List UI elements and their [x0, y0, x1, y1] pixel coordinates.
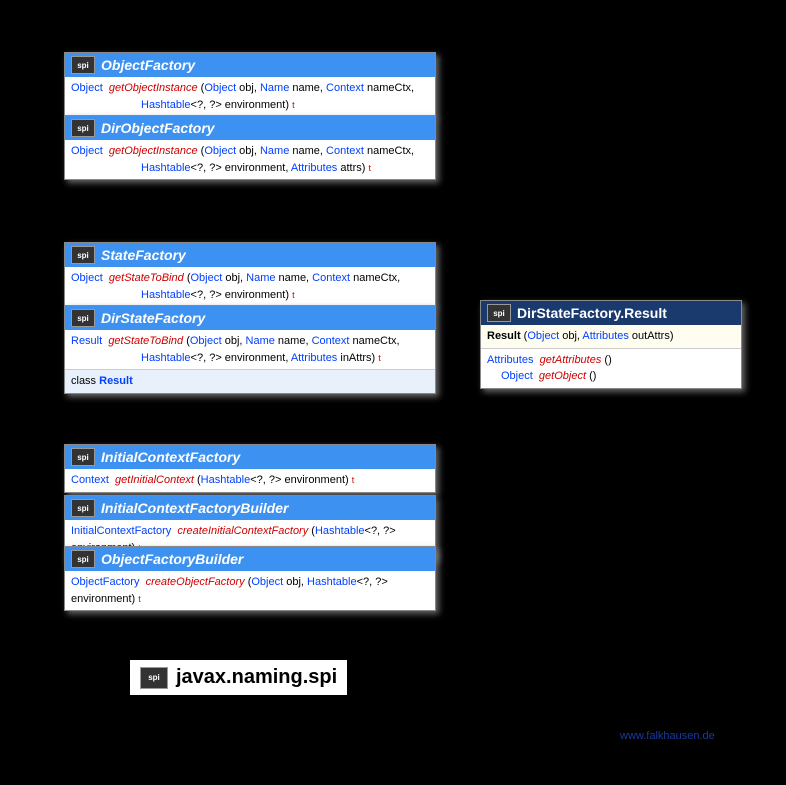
- methods-body: Attributes getAttributes () Object getOb…: [481, 348, 741, 388]
- class-title: ObjectFactory: [101, 57, 195, 73]
- params: (): [589, 370, 596, 382]
- class-objectfactory: ObjectFactory Object getObjectInstance (…: [64, 52, 436, 117]
- class-dirstatefactory-result: DirStateFactory.Result Result (Object ob…: [480, 300, 742, 389]
- spi-icon: [487, 304, 511, 322]
- spi-icon: [71, 448, 95, 466]
- params-line2: Hashtable<?, ?> environment, Attributes …: [141, 162, 371, 174]
- spi-icon: [71, 499, 95, 517]
- inner-class-text: class Result: [71, 375, 133, 387]
- spi-icon: [71, 56, 95, 74]
- class-body: Result getStateToBind (Object obj, Name …: [65, 330, 435, 369]
- class-header: DirStateFactory: [65, 306, 435, 330]
- class-dirstatefactory: DirStateFactory Result getStateToBind (O…: [64, 305, 436, 394]
- return-type: ObjectFactory: [71, 576, 139, 588]
- class-title: DirStateFactory.Result: [517, 305, 667, 321]
- method-name: getAttributes: [540, 354, 602, 366]
- spi-icon: [71, 550, 95, 568]
- return-type: Object: [71, 82, 103, 94]
- class-body: Context getInitialContext (Hashtable<?, …: [65, 469, 435, 492]
- return-type: Object: [71, 145, 103, 157]
- method-name: createInitialContextFactory: [177, 525, 308, 537]
- class-dirobjectfactory: DirObjectFactory Object getObjectInstanc…: [64, 115, 436, 180]
- return-type: Result: [71, 335, 102, 347]
- class-header: DirObjectFactory: [65, 116, 435, 140]
- params: (Hashtable<?, ?> environment) t: [197, 474, 354, 486]
- class-body: Object getObjectInstance (Object obj, Na…: [65, 77, 435, 116]
- class-objectfactorybuilder: ObjectFactoryBuilder ObjectFactory creat…: [64, 546, 436, 611]
- constructor-body: Result (Object obj, Attributes outAttrs): [481, 325, 741, 348]
- class-title: InitialContextFactoryBuilder: [101, 500, 288, 516]
- class-body: ObjectFactory createObjectFactory (Objec…: [65, 571, 435, 610]
- spi-icon: [140, 667, 168, 689]
- method-name: createObjectFactory: [146, 576, 245, 588]
- constructor: Result (Object obj, Attributes outAttrs): [487, 330, 674, 342]
- class-statefactory: StateFactory Object getStateToBind (Obje…: [64, 242, 436, 307]
- class-body: Object getObjectInstance (Object obj, Na…: [65, 140, 435, 179]
- class-title: ObjectFactoryBuilder: [101, 551, 243, 567]
- spi-icon: [71, 309, 95, 327]
- class-header: InitialContextFactoryBuilder: [65, 496, 435, 520]
- params-line1: (Object obj, Name name, Context nameCtx,: [186, 335, 399, 347]
- class-initialcontextfactory: InitialContextFactory Context getInitial…: [64, 444, 436, 493]
- package-label: javax.naming.spi: [130, 660, 347, 695]
- spi-icon: [71, 246, 95, 264]
- params: (): [604, 354, 611, 366]
- method-name: getObjectInstance: [109, 82, 198, 94]
- class-title: DirStateFactory: [101, 310, 205, 326]
- footer-link[interactable]: www.falkhausen.de: [620, 730, 715, 742]
- params-line1: (Object obj, Name name, Context nameCtx,: [201, 145, 414, 157]
- spi-icon: [71, 119, 95, 137]
- class-title: DirObjectFactory: [101, 120, 215, 136]
- params-line2: Hashtable<?, ?> environment, Attributes …: [141, 352, 381, 364]
- class-header: DirStateFactory.Result: [481, 301, 741, 325]
- params-line1: (Object obj, Name name, Context nameCtx,: [201, 82, 414, 94]
- inner-class: class Result: [65, 369, 435, 393]
- return-type: Object: [71, 272, 103, 284]
- class-body: Object getStateToBind (Object obj, Name …: [65, 267, 435, 306]
- method-name: getStateToBind: [109, 272, 184, 284]
- return-type: Context: [71, 474, 109, 486]
- return-type: InitialContextFactory: [71, 525, 171, 537]
- params-line2: Hashtable<?, ?> environment) t: [141, 99, 295, 111]
- method-name: getStateToBind: [108, 335, 183, 347]
- params-line1: (Object obj, Name name, Context nameCtx,: [187, 272, 400, 284]
- class-header: StateFactory: [65, 243, 435, 267]
- return-type: Object: [501, 370, 533, 382]
- return-type: Attributes: [487, 354, 533, 366]
- method-name: getObject: [539, 370, 586, 382]
- params-line2: Hashtable<?, ?> environment) t: [141, 289, 295, 301]
- class-header: ObjectFactory: [65, 53, 435, 77]
- class-header: ObjectFactoryBuilder: [65, 547, 435, 571]
- class-header: InitialContextFactory: [65, 445, 435, 469]
- class-title: InitialContextFactory: [101, 449, 240, 465]
- package-name: javax.naming.spi: [176, 666, 337, 689]
- method-name: getInitialContext: [115, 474, 194, 486]
- class-title: StateFactory: [101, 247, 186, 263]
- footer-text: www.falkhausen.de: [620, 730, 715, 742]
- method-name: getObjectInstance: [109, 145, 198, 157]
